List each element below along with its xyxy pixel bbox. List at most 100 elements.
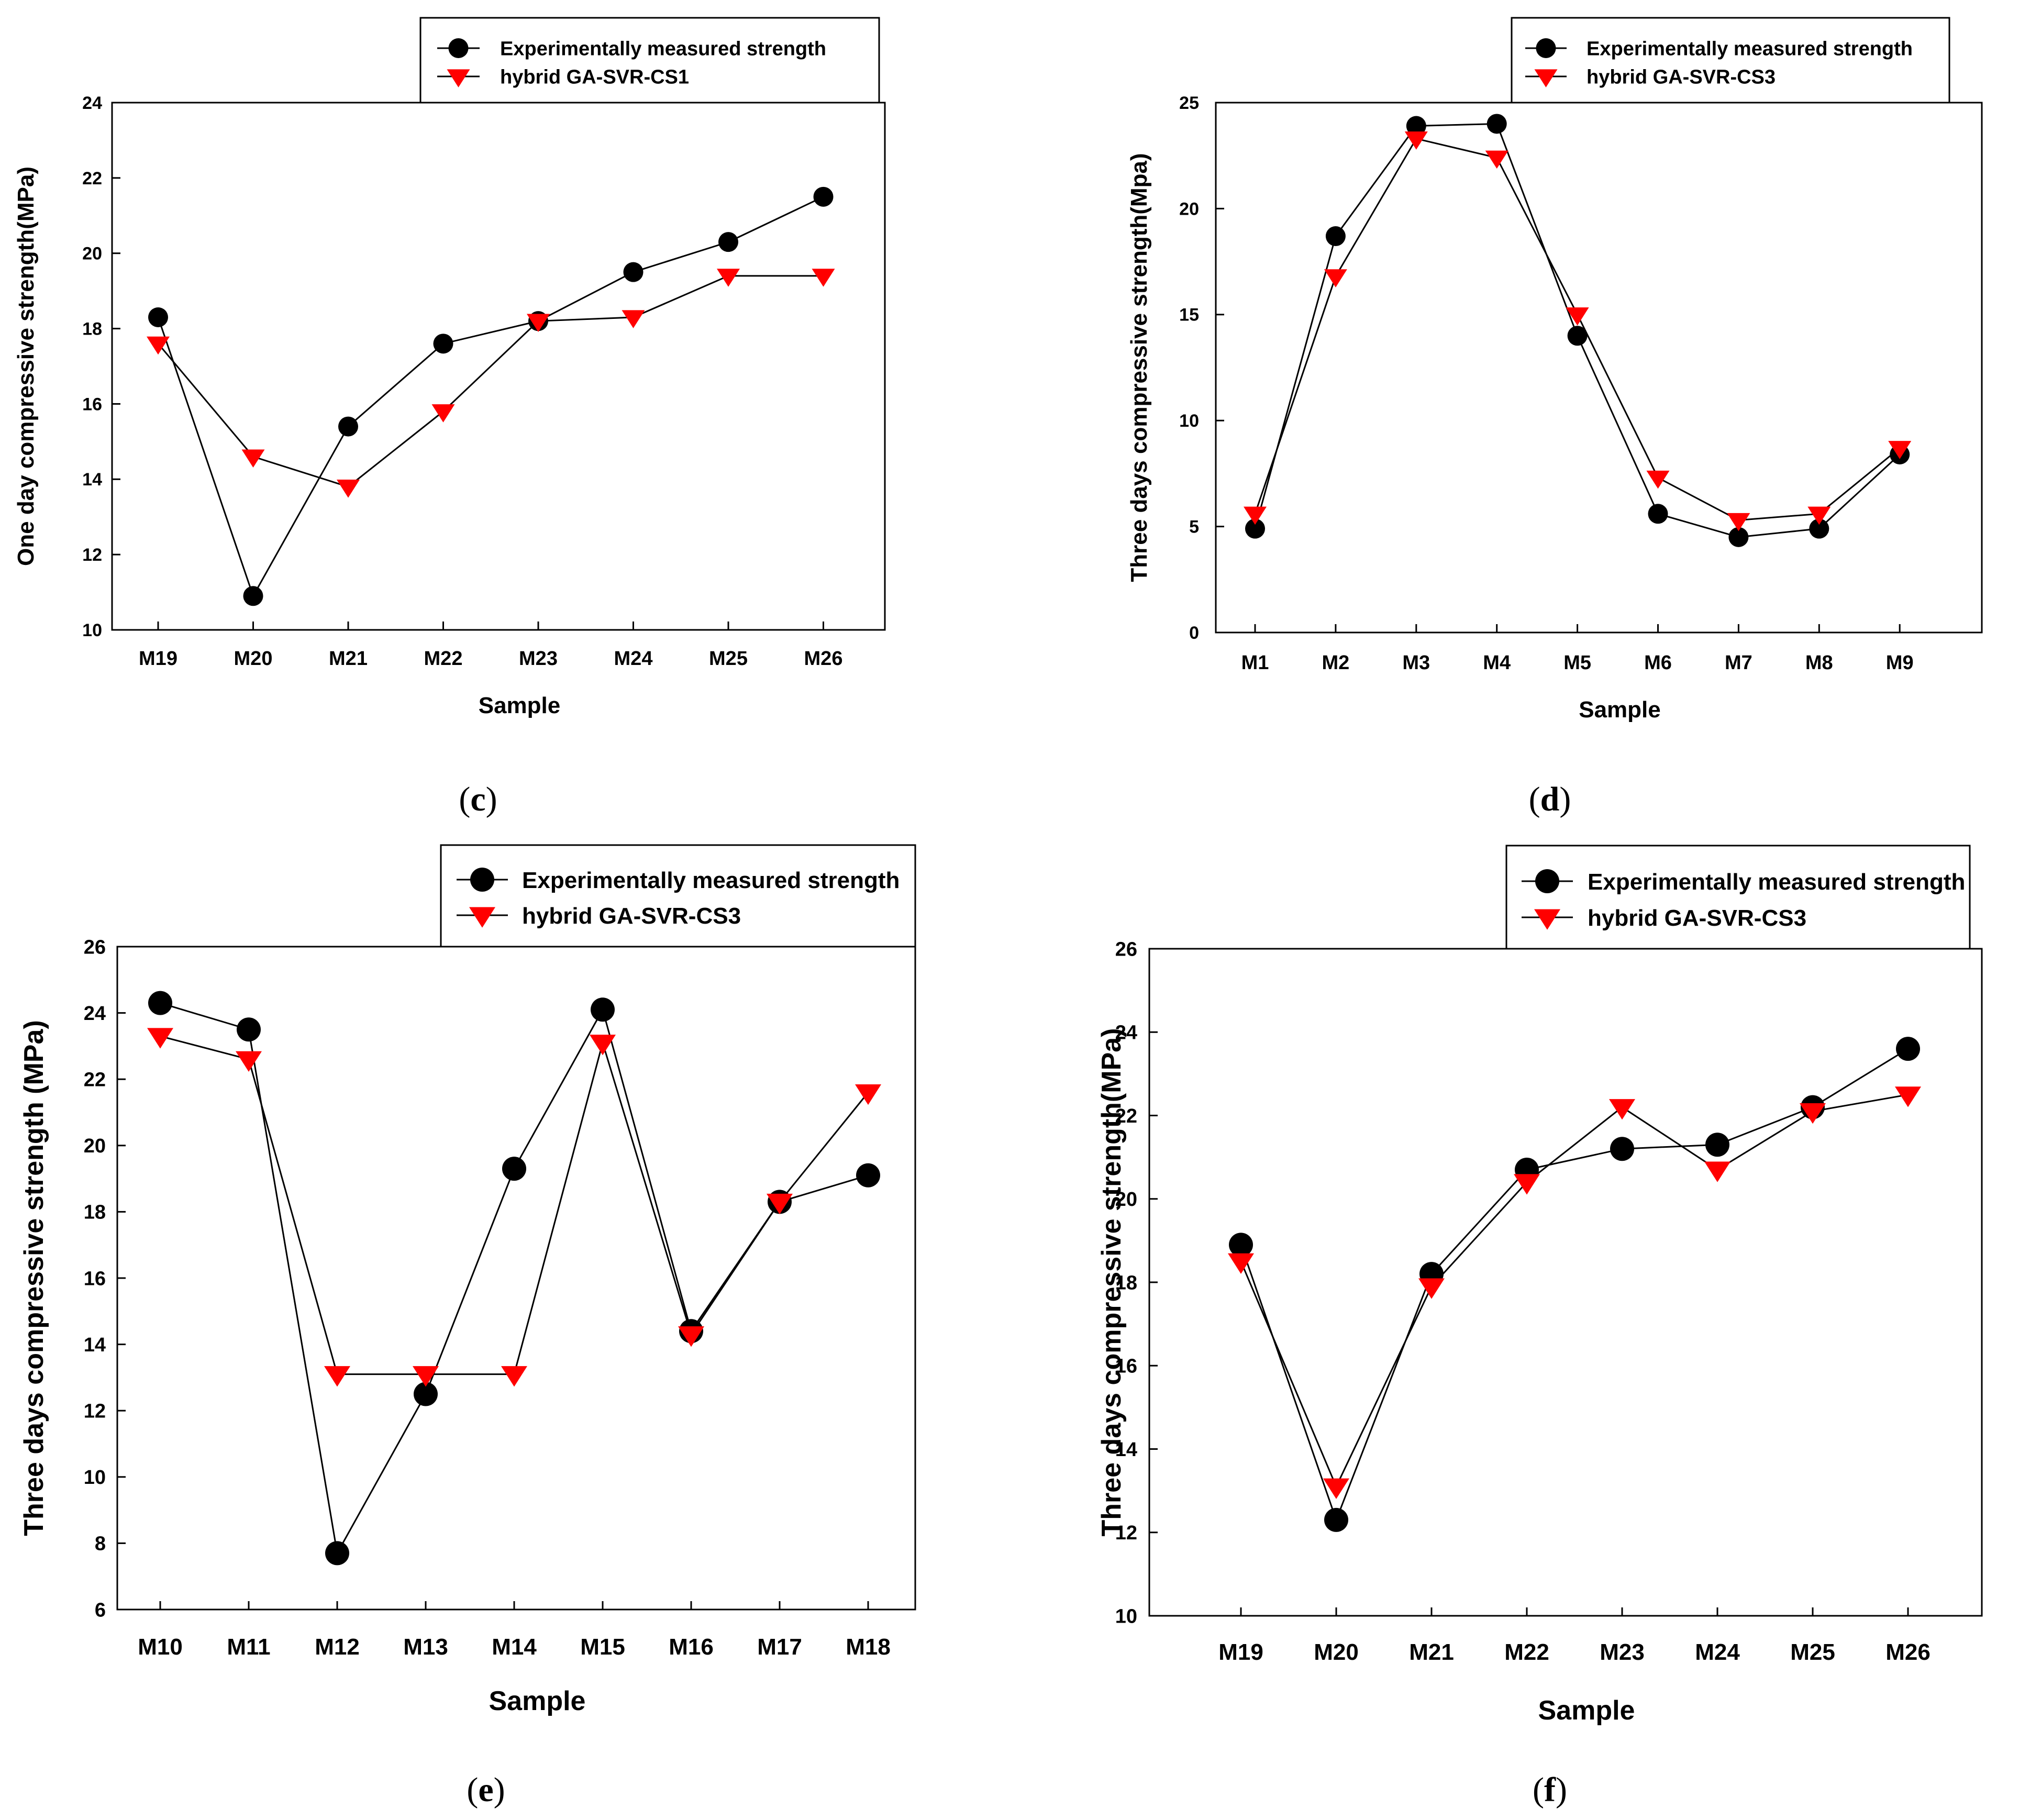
legend-marker-predicted [1534,909,1560,930]
y-tick-label: 22 [84,1069,106,1091]
x-tick-label: M13 [403,1634,448,1660]
data-point-predicted [717,269,740,287]
data-point-measured [1896,1037,1920,1061]
x-tick-label: M18 [846,1634,891,1660]
data-point-measured [1567,326,1588,346]
data-point-measured [1610,1137,1634,1161]
y-tick-label: 8 [95,1533,106,1555]
data-point-measured [1486,114,1507,134]
data-point-predicted [1727,513,1750,531]
y-tick-label: 6 [95,1599,106,1621]
legend: Experimentally measured strength hybrid G… [1511,17,1950,104]
data-point-measured [148,307,168,327]
x-tick-label: M24 [614,648,653,670]
x-tick-label: M21 [1409,1639,1454,1665]
series-line-measured [160,1002,869,1556]
legend-marker-measured [1535,869,1559,893]
panel-caption-letter: c [470,780,485,818]
legend-label-measured: Experimentally measured strength [1588,869,1965,895]
data-point-predicted [678,1326,704,1347]
data-point-predicted [1566,307,1589,326]
data-point-predicted [241,449,265,468]
y-tick-label: 24 [82,93,102,113]
legend-box [1505,845,1971,950]
x-tick-label: M1 [1241,652,1269,674]
y-tick-label: 25 [1179,93,1199,113]
x-tick-label: M9 [1886,652,1914,674]
data-point-predicted [324,1366,350,1387]
legend-marker-predicted [447,69,470,87]
x-axis-title: Sample [1538,1695,1635,1726]
y-tick-label: 0 [1189,623,1199,643]
chart-panel-f: 10 12 14 16 18 20 22 24 26 M19 M20 M21 M22 M23 M24 M25 M… [1096,845,1983,1809]
data-point-predicted [337,480,360,498]
panel-caption: (d) [1529,780,1571,818]
x-tick-label: M21 [329,648,368,670]
data-point-predicted [1800,1103,1826,1124]
legend: Experimentally measured strength hybrid G… [419,17,880,104]
data-point-predicted [431,404,455,423]
data-point-measured [1245,518,1265,539]
data-point-predicted [147,336,170,355]
y-tick-label: 10 [1115,1605,1137,1627]
x-tick-label: M3 [1402,652,1430,674]
x-tick-label: M22 [1504,1639,1549,1665]
plot-frame [116,946,916,1611]
data-point-predicted [147,1028,173,1049]
data-point-measured [1229,1233,1253,1257]
data-point-measured [623,262,644,282]
data-point-measured [414,1382,438,1406]
y-tick-label: 12 [82,545,102,565]
y-tick-label: 20 [82,244,102,264]
legend-marker-measured [1536,38,1556,58]
data-point-predicted [1404,131,1428,150]
legend: Experimentally measured strength hybrid G… [440,844,916,948]
y-axis-title: Three days compressive strength (MPa) [19,1020,49,1536]
y-axis-title: Three days compressive strength(Mpa) [1126,153,1152,582]
y-tick-label: 24 [84,1003,106,1025]
y-tick-label: 16 [82,394,102,414]
y-tick-label: 20 [84,1135,106,1157]
data-point-predicted [1609,1099,1635,1120]
data-point-predicted [1418,1278,1445,1299]
legend-marker-predicted [1534,69,1558,87]
x-tick-label: M8 [1805,652,1833,674]
legend-box [440,844,916,948]
y-tick-label: 18 [1115,1272,1137,1294]
legend-marker-measured [448,38,469,58]
data-point-predicted [1704,1161,1730,1182]
data-point-predicted [812,269,835,287]
x-tick-label: M12 [315,1634,360,1660]
plot-frame [111,102,886,631]
chart-panel-c: 10 12 14 16 18 20 22 24 M19 M20 M21 M22 M23 M24 M25 M26… [13,17,886,818]
series-line-predicted [157,275,824,488]
x-tick-label: M15 [580,1634,625,1660]
legend-label-measured: Experimentally measured strength [500,38,826,60]
data-point-predicted [1514,1174,1540,1195]
chart-panel-e: 6 8 10 12 14 16 18 20 22 24 26 M10 M11 M12 M13 M14 M15 M1… [19,844,916,1809]
data-point-measured [1809,518,1829,539]
y-axis-title: Three days compressive strength(MPa) [1096,1028,1127,1537]
legend-marker-measured [470,868,494,892]
y-tick-label: 18 [84,1202,106,1224]
x-tick-label: M17 [757,1634,802,1660]
y-tick-label: 20 [1115,1189,1137,1211]
data-point-measured [1705,1133,1729,1157]
x-axis-title: Sample [489,1686,586,1716]
data-point-predicted [1895,1086,1921,1107]
y-tick-label: 12 [1115,1522,1137,1544]
data-point-predicted [767,1193,793,1215]
x-tick-label: M24 [1695,1639,1740,1665]
x-axis-title: Sample [1579,697,1661,723]
data-point-predicted [1228,1253,1254,1274]
data-point-measured [1325,226,1346,247]
data-point-predicted [527,314,550,332]
y-tick-label: 16 [84,1268,106,1290]
panel-caption: (f) [1533,1771,1567,1809]
panel-caption: (c) [459,780,497,818]
x-tick-label: M10 [138,1634,183,1660]
x-tick-label: M26 [804,648,843,670]
data-point-measured [1728,527,1749,547]
y-tick-label: 14 [1115,1439,1137,1461]
